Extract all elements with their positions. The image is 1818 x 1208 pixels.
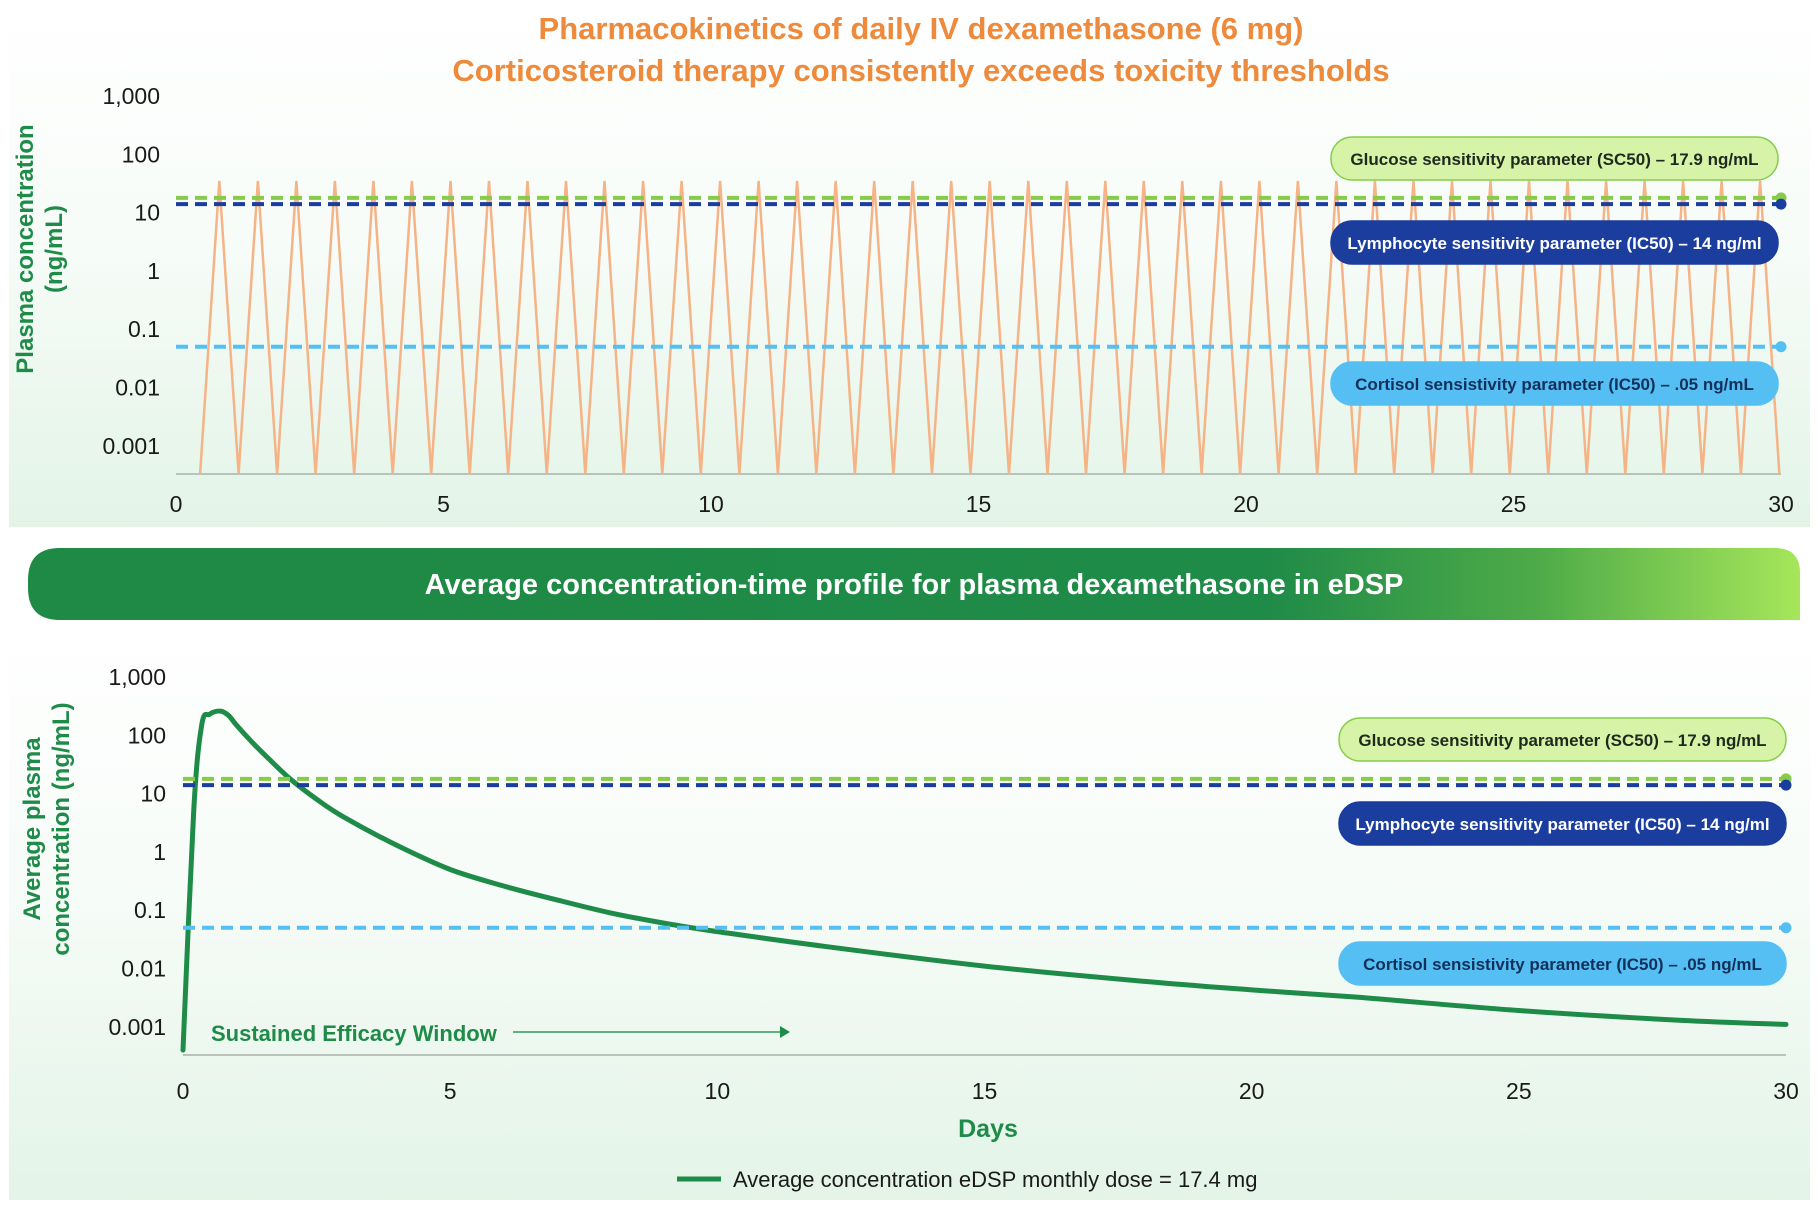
y-tick-label: 100	[128, 722, 166, 748]
y-tick-label: 1,000	[108, 664, 166, 690]
x-tick-label: 0	[177, 1078, 190, 1104]
cortisol-threshold-label-pill	[1338, 941, 1787, 986]
y-tick-label: 0.01	[115, 375, 160, 401]
lymphocyte-threshold-label-pill	[1338, 801, 1787, 846]
top-chart-title: Pharmacokinetics of daily IV dexamethaso…	[539, 11, 1304, 46]
x-axis-title: Days	[958, 1115, 1018, 1143]
x-tick-label: 10	[705, 1078, 731, 1104]
section-banner	[28, 548, 1800, 620]
y-tick-label: 0.1	[134, 897, 166, 923]
bottom-y-axis-title-line2: concentration (ng/mL)	[48, 702, 75, 955]
top-chart-subtitle: Corticosteroid therapy consistently exce…	[452, 53, 1389, 88]
x-tick-label: 15	[966, 491, 992, 517]
x-tick-label: 15	[972, 1078, 998, 1104]
lymphocyte-threshold-dot	[1780, 779, 1792, 791]
y-tick-label: 0.001	[102, 433, 160, 459]
y-tick-label: 10	[134, 200, 160, 226]
lymphocyte-threshold-label: Lymphocyte sensitivity parameter (IC50) …	[1347, 234, 1761, 253]
x-tick-label: 20	[1233, 491, 1259, 517]
cortisol-threshold-label: Cortisol sensistivity parameter (IC50) –…	[1363, 955, 1762, 974]
x-tick-label: 5	[437, 491, 450, 517]
glucose-threshold-label: Glucose sensitivity parameter (SC50) – 1…	[1350, 150, 1758, 169]
sustained-efficacy-annotation: Sustained Efficacy Window	[211, 1021, 498, 1046]
y-tick-label: 100	[122, 141, 160, 167]
y-tick-label: 0.1	[128, 316, 160, 342]
average-concentration-line	[180, 708, 1789, 1053]
lymphocyte-threshold-label-pill	[1330, 220, 1779, 265]
banner-title: Average concentration-time profile for p…	[425, 569, 1404, 601]
lymphocyte-threshold-dot	[1775, 198, 1787, 210]
x-tick-label: 0	[170, 491, 183, 517]
y-tick-label: 1	[147, 258, 160, 284]
x-tick-label: 5	[444, 1078, 457, 1104]
efficacy-arrow-head-icon	[780, 1026, 790, 1038]
top-y-axis-title-line2: (ng/mL)	[41, 205, 68, 293]
glucose-threshold-label-pill	[1338, 717, 1787, 762]
x-tick-label: 10	[698, 491, 724, 517]
legend-label: Average concentration eDSP monthly dose …	[733, 1167, 1257, 1192]
cortisol-threshold-dot	[1775, 341, 1787, 353]
cortisol-threshold-label-pill	[1330, 361, 1779, 406]
glucose-threshold-label-pill	[1330, 136, 1779, 181]
y-tick-label: 0.01	[121, 956, 166, 982]
x-tick-label: 30	[1773, 1078, 1799, 1104]
y-tick-label: 1	[153, 839, 166, 865]
cortisol-threshold-dot	[1780, 922, 1792, 934]
x-tick-label: 20	[1239, 1078, 1265, 1104]
bottom-y-axis-title-line1: Average plasma	[19, 737, 46, 921]
y-tick-label: 0.001	[108, 1014, 166, 1040]
y-tick-label: 10	[140, 781, 166, 807]
bottom-panel-background	[9, 620, 1810, 1200]
x-tick-label: 25	[1506, 1078, 1532, 1104]
lymphocyte-threshold-label: Lymphocyte sensitivity parameter (IC50) …	[1355, 815, 1769, 834]
x-tick-label: 30	[1768, 491, 1794, 517]
bottom-chart: Average plasma concentration (ng/mL) Day…	[19, 664, 1799, 1192]
cortisol-threshold-label: Cortisol sensistivity parameter (IC50) –…	[1355, 375, 1754, 394]
y-tick-label: 1,000	[102, 83, 160, 109]
top-y-axis-title-line1: Plasma concentration	[12, 124, 39, 373]
top-chart: Plasma concentration (ng/mL) 1,000100101…	[12, 83, 1794, 517]
x-tick-label: 25	[1501, 491, 1527, 517]
glucose-threshold-label: Glucose sensitivity parameter (SC50) – 1…	[1358, 731, 1766, 750]
